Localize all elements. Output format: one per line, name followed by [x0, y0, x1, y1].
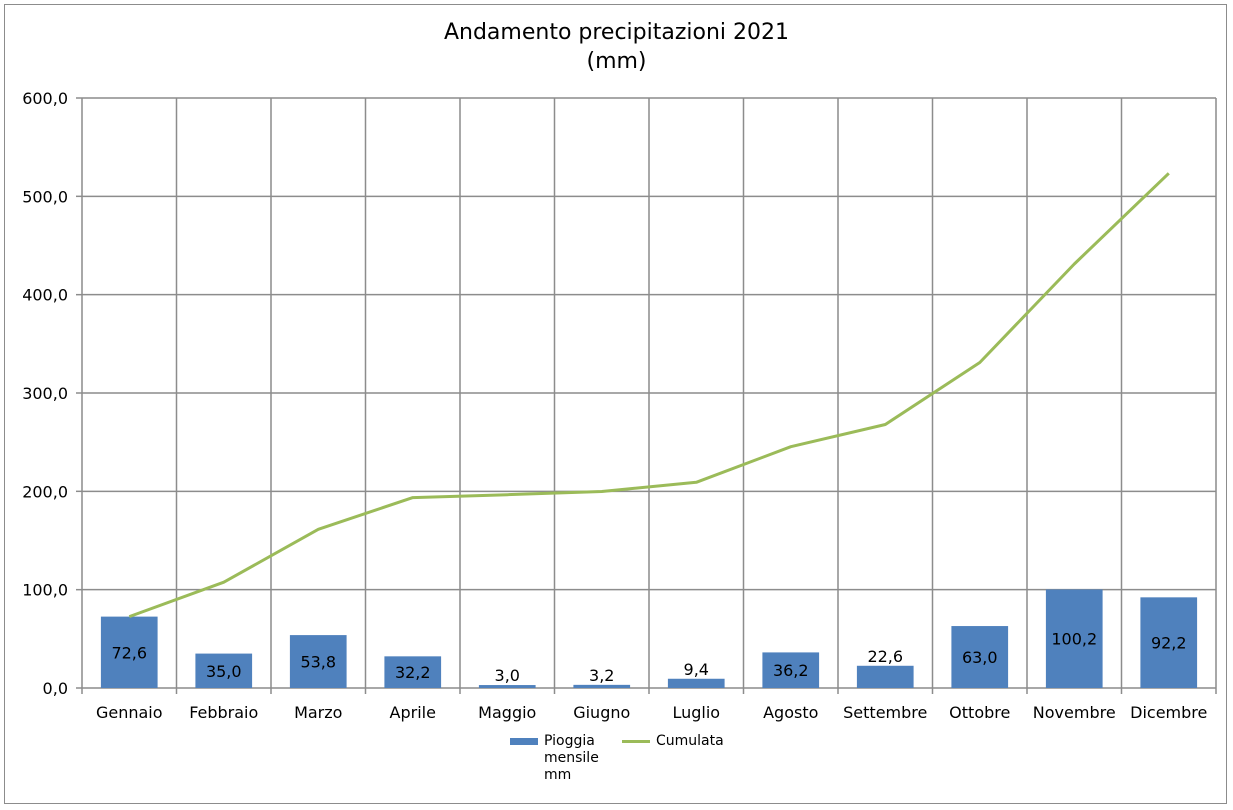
bar	[762, 652, 820, 688]
y-tick-label: 200,0	[22, 482, 68, 501]
x-tick-label: Luglio	[672, 703, 720, 722]
data-label: 32,2	[395, 663, 431, 682]
bar	[667, 678, 725, 688]
y-tick-label: 0,0	[43, 679, 68, 698]
y-tick-label: 400,0	[22, 286, 68, 305]
x-tick-label: Maggio	[478, 703, 536, 722]
x-tick-label: Ottobre	[949, 703, 1010, 722]
bar	[1140, 597, 1198, 688]
x-tick-label: Agosto	[763, 703, 818, 722]
bar	[1045, 589, 1103, 688]
bar	[195, 653, 253, 688]
bar	[856, 665, 914, 688]
x-tick-label: Settembre	[843, 703, 927, 722]
bar	[289, 635, 347, 688]
bar	[478, 685, 536, 688]
data-label: 3,0	[495, 666, 520, 685]
data-label: 36,2	[773, 661, 809, 680]
y-tick-label: 100,0	[22, 581, 68, 600]
data-label: 9,4	[684, 660, 709, 679]
chart-subtitle: (mm)	[586, 49, 647, 74]
bar	[951, 626, 1009, 688]
data-label: 35,0	[206, 662, 242, 681]
y-tick-label: 500,0	[22, 187, 68, 206]
x-tick-label: Marzo	[294, 703, 342, 722]
bar	[384, 656, 442, 688]
data-label: 3,2	[589, 666, 614, 685]
y-tick-label: 300,0	[22, 384, 68, 403]
chart-title: Andamento precipitazioni 2021	[443, 20, 790, 45]
x-tick-label: Giugno	[573, 703, 630, 722]
x-tick-label: Febbraio	[189, 703, 258, 722]
legend-swatch-bar	[510, 738, 538, 745]
data-label: 100,2	[1051, 630, 1097, 649]
x-tick-label: Novembre	[1033, 703, 1116, 722]
data-label: 53,8	[300, 653, 336, 672]
chart-title-block: Andamento precipitazioni 2021 (mm)	[0, 18, 1233, 76]
x-tick-label: Aprile	[390, 703, 436, 722]
line-series-cumulata	[128, 172, 1170, 619]
y-tick-label: 600,0	[22, 89, 68, 108]
x-tick-label: Dicembre	[1130, 703, 1207, 722]
legend-label-bar: Pioggia mensile mm	[544, 733, 599, 783]
legend-swatch-line	[622, 740, 650, 743]
data-label: 63,0	[962, 648, 998, 667]
data-label: 92,2	[1151, 634, 1187, 653]
data-label: 72,6	[111, 643, 147, 662]
bar	[100, 616, 158, 688]
legend-label-line: Cumulata	[656, 733, 724, 749]
data-label: 22,6	[867, 647, 903, 666]
bar	[573, 684, 631, 688]
x-tick-label: Gennaio	[96, 703, 163, 722]
